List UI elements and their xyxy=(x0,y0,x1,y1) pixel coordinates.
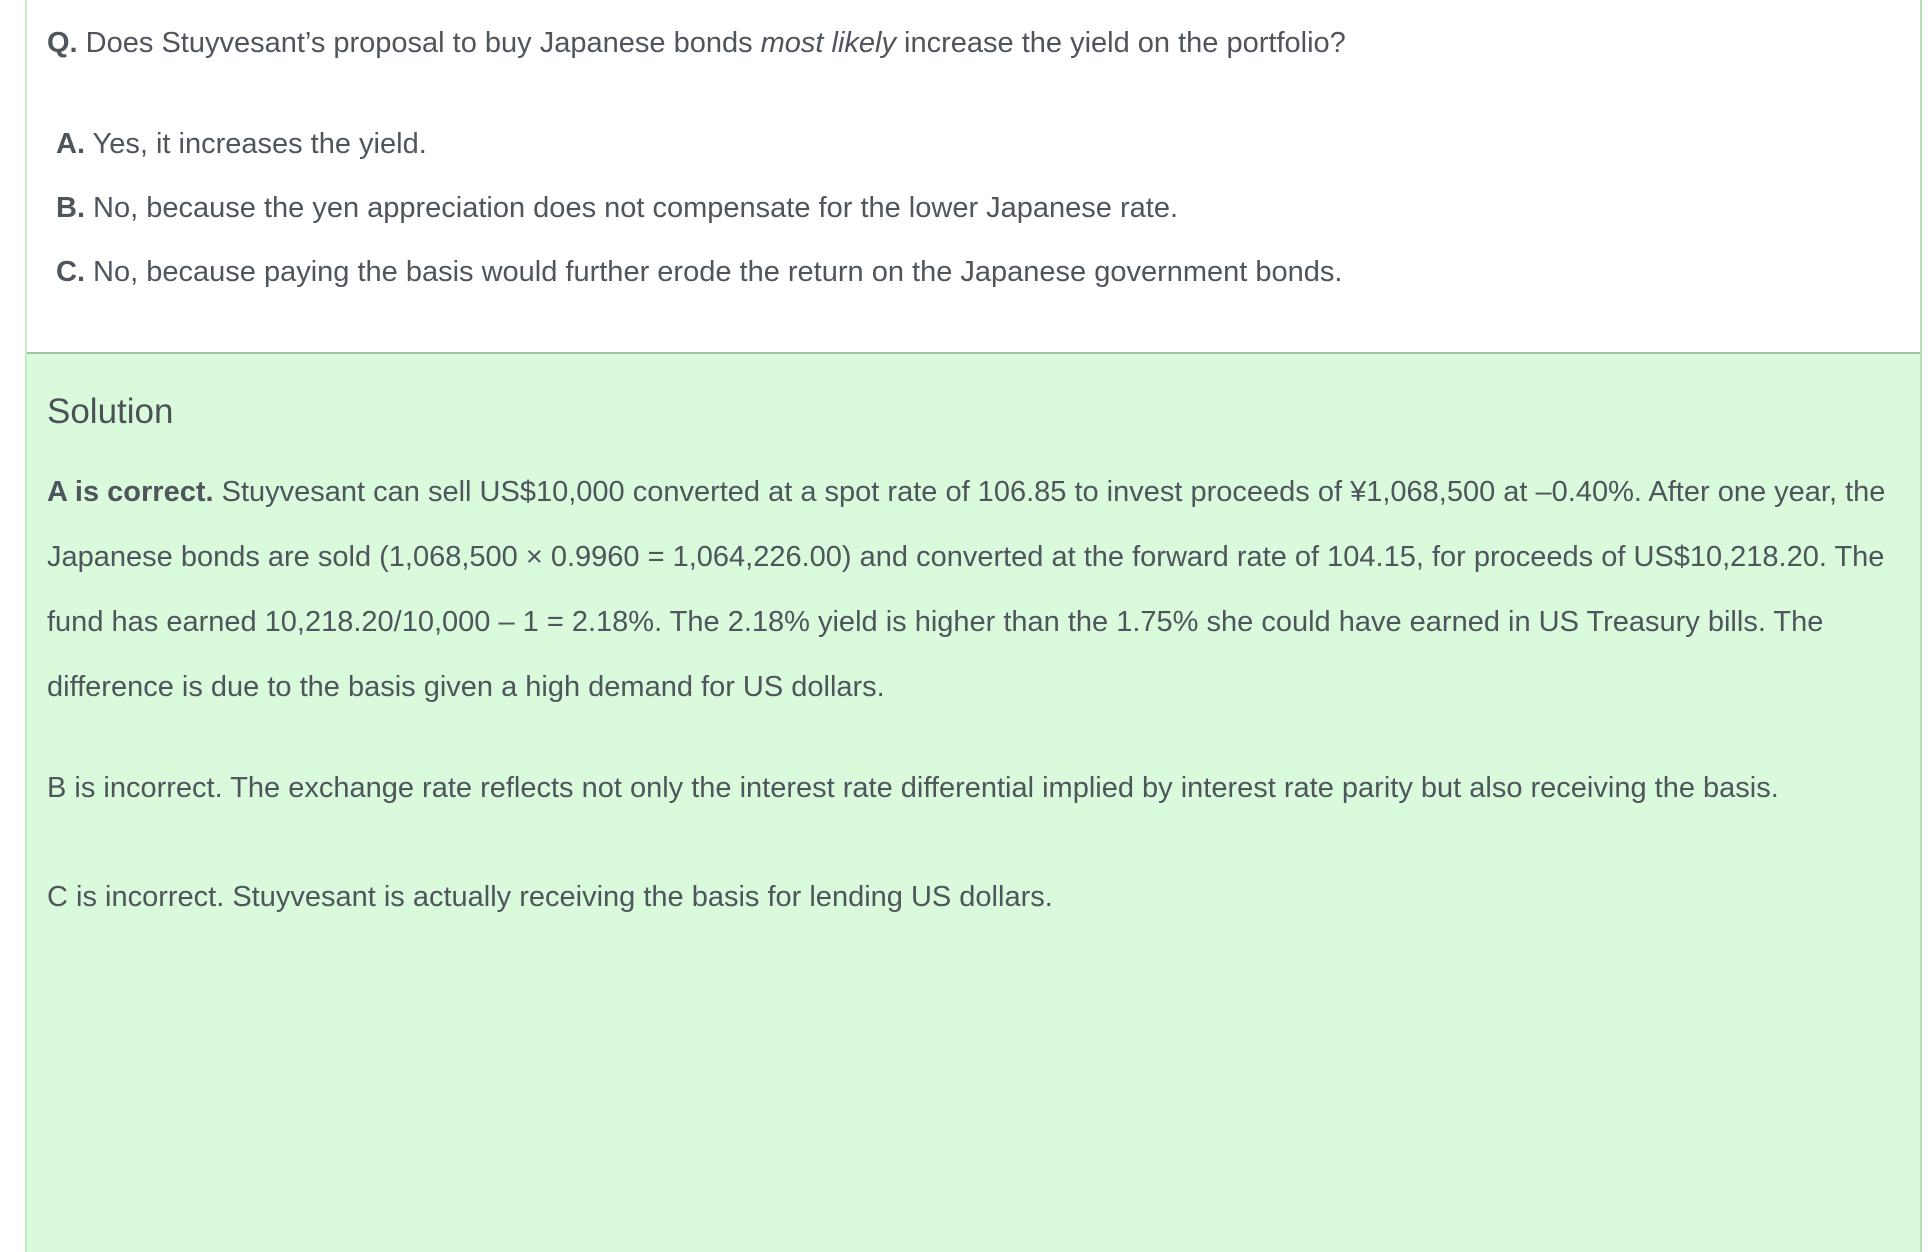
option-c-label: C. xyxy=(56,256,85,288)
option-a-text: Yes, it increases the yield. xyxy=(85,128,427,160)
solution-paragraph-b-text: B is incorrect. The exchange rate reflec… xyxy=(47,772,1779,804)
option-b-label: B. xyxy=(56,192,85,224)
solution-paragraph-c-text: C is incorrect. Stuyvesant is actually r… xyxy=(47,881,1053,913)
option-c: C. No, because paying the basis would fu… xyxy=(56,252,1900,292)
option-a: A. Yes, it increases the yield. xyxy=(56,124,1900,164)
question-text-pre: Does Stuyvesant’s proposal to buy Japane… xyxy=(77,27,761,59)
solution-paragraph-a: A is correct. Stuyvesant can sell US$10,… xyxy=(47,460,1900,720)
solution-paragraph-a-text: Stuyvesant can sell US$10,000 converted … xyxy=(47,476,1886,703)
question-label: Q. xyxy=(47,27,78,59)
solution-paragraph-b: B is incorrect. The exchange rate reflec… xyxy=(47,756,1900,821)
solution-paragraph-a-verdict: A is correct. xyxy=(47,476,214,508)
option-c-text: No, because paying the basis would furth… xyxy=(85,256,1343,288)
solution-section: Solution A is correct. Stuyvesant can se… xyxy=(27,352,1920,1252)
options-list: A. Yes, it increases the yield. B. No, b… xyxy=(47,124,1900,292)
question-emphasis: most likely xyxy=(760,27,896,59)
option-b-text: No, because the yen appreciation does no… xyxy=(85,192,1179,224)
option-b: B. No, because the yen appreciation does… xyxy=(56,188,1900,228)
question-section: Q. Does Stuyvesant’s proposal to buy Jap… xyxy=(27,0,1920,352)
solution-paragraph-c: C is incorrect. Stuyvesant is actually r… xyxy=(47,865,1900,930)
question-text: Q. Does Stuyvesant’s proposal to buy Jap… xyxy=(47,22,1900,64)
question-card: Q. Does Stuyvesant’s proposal to buy Jap… xyxy=(25,0,1922,1252)
question-text-post: increase the yield on the portfolio? xyxy=(896,27,1346,59)
option-a-label: A. xyxy=(56,128,85,160)
solution-heading: Solution xyxy=(47,392,174,431)
